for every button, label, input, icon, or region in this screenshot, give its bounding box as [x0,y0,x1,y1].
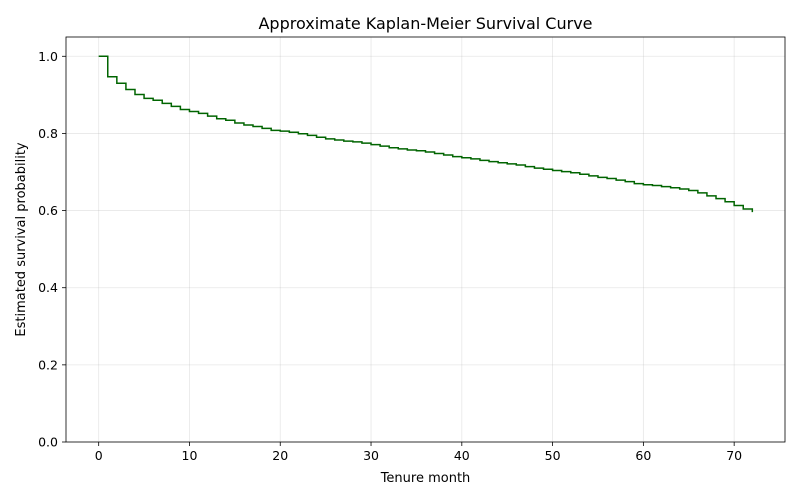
x-tick-label: 40 [454,448,470,463]
x-tick-label: 70 [726,448,742,463]
x-tick-label: 20 [272,448,288,463]
survival-step-line [98,55,754,213]
grid-layer [66,37,785,443]
y-tick-label: 1.0 [38,49,58,64]
y-tick-label: 0.2 [38,357,58,372]
series-layer [98,55,754,213]
y-tick-label: 0.8 [38,126,58,141]
y-tick-label: 0.6 [38,203,58,218]
y-tick-label: 0.4 [38,280,58,295]
y-tick-label: 0.0 [38,435,58,450]
ticks-layer: 0 10 20 30 40 50 60 70 0.0 0.2 0.4 0.6 0.8 1.0 [38,49,742,463]
plot-frame [65,36,786,443]
x-tick-label: 30 [363,448,379,463]
x-tick-label: 0 [95,448,103,463]
chart-title: Approximate Kaplan-Meier Survival Curve [258,14,592,33]
x-tick-label: 60 [635,448,651,463]
x-axis-label: Tenure month [380,471,471,486]
y-axis-label: Estimated survival probability [14,142,29,337]
x-tick-label: 10 [182,448,198,463]
x-tick-label: 50 [545,448,561,463]
